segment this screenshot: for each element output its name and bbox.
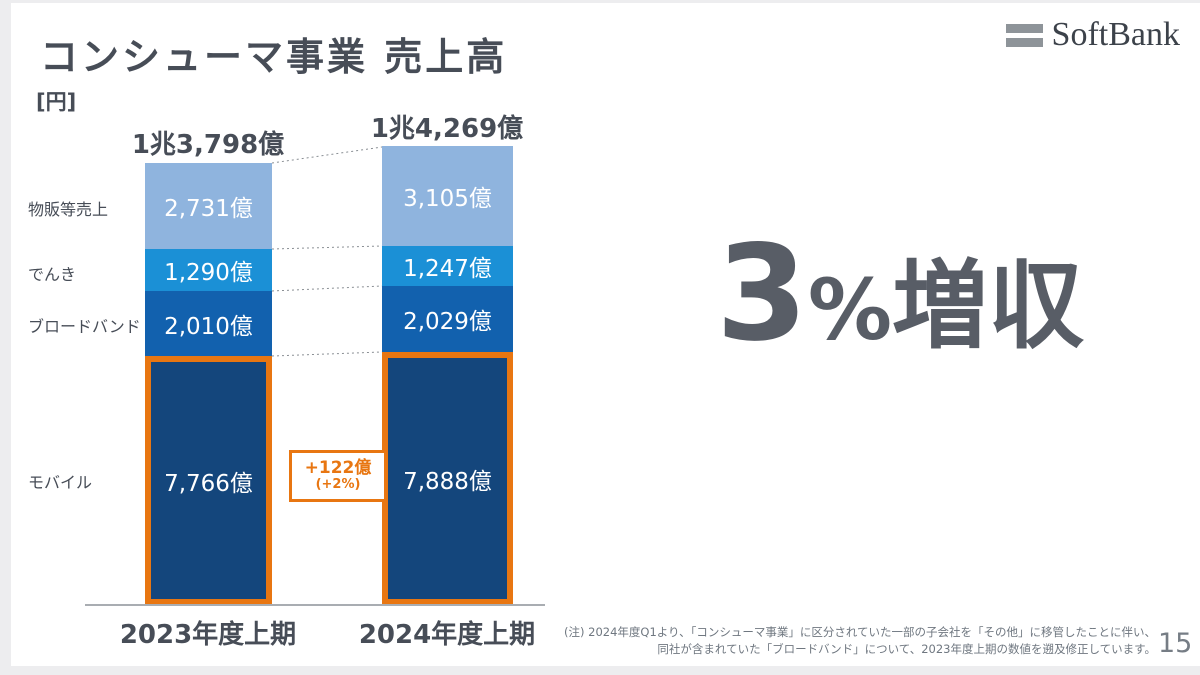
footnote: (注) 2024年度Q1より、「コンシューマ事業」に区分されていた一部の子会社を…: [560, 624, 1156, 657]
softbank-logo-bars-icon: [1005, 23, 1043, 47]
bar-2023-mobile-value: 7,766億: [164, 470, 253, 497]
legend-broadband: ブロードバンド: [28, 317, 141, 336]
legend-goods-sales: 物販等売上: [28, 200, 109, 219]
total-label-2024: 1兆4,269億: [370, 114, 524, 144]
legend-denki: でんき: [28, 265, 77, 284]
big-message-number: 3: [715, 217, 808, 371]
bar-2024-broadband-value: 2,029億: [403, 309, 492, 335]
unit-label: [円]: [36, 90, 77, 114]
bar-2024-goods-value: 3,105億: [403, 186, 492, 212]
big-message-text: 増収: [892, 250, 1085, 362]
mobile-change-annotation: +122億 (+2%): [289, 450, 387, 502]
bar-2023-goods-value: 2,731億: [164, 196, 253, 222]
bar-2024-broadband-segment: 2,029億: [382, 286, 513, 352]
x-label-2024: 2024年度上期: [358, 620, 536, 650]
bar-2023-denki-value: 1,290億: [164, 260, 253, 286]
mobile-change-amount: +122億: [304, 457, 372, 478]
x-axis-line: [85, 604, 545, 606]
bar-2023-broadband-value: 2,010億: [164, 313, 253, 340]
footnote-line-1: (注) 2024年度Q1より、「コンシューマ事業」に区分されていた一部の子会社を…: [564, 625, 1156, 639]
bar-2024-goods-segment: 3,105億: [382, 146, 513, 246]
bar-2023-goods-segment: 2,731億: [145, 163, 272, 249]
softbank-logo-text: SoftBank: [1051, 16, 1180, 53]
x-label-2023: 2023年度上期: [119, 620, 297, 650]
softbank-logo: SoftBank: [1005, 16, 1180, 54]
bar-2024-denki-value: 1,247億: [403, 256, 492, 282]
footnote-line-2: 同社が含まれていた「ブロードバンド」について、2023年度上期の数値を遡及修正し…: [657, 641, 1156, 656]
legend-mobile: モバイル: [28, 473, 93, 492]
bar-2023-broadband-segment: 2,010億: [145, 291, 272, 356]
page-number: 15: [1158, 628, 1193, 659]
total-label-2023: 1兆3,798億: [131, 130, 285, 160]
big-message-percent-sign: %: [807, 261, 893, 359]
bar-2023-mobile-segment: 7,766億: [145, 356, 272, 605]
bar-2023-denki-segment: 1,290億: [145, 249, 272, 291]
big-message: 3% 増収: [690, 228, 1110, 398]
bar-2024-mobile-value: 7,888億: [403, 468, 492, 495]
bar-2024-denki-segment: 1,247億: [382, 246, 513, 286]
mobile-change-percent: (+2%): [315, 477, 361, 493]
slide-title: コンシューマ事業 売上高: [40, 35, 508, 79]
bar-2024-mobile-segment: 7,888億: [382, 352, 513, 605]
